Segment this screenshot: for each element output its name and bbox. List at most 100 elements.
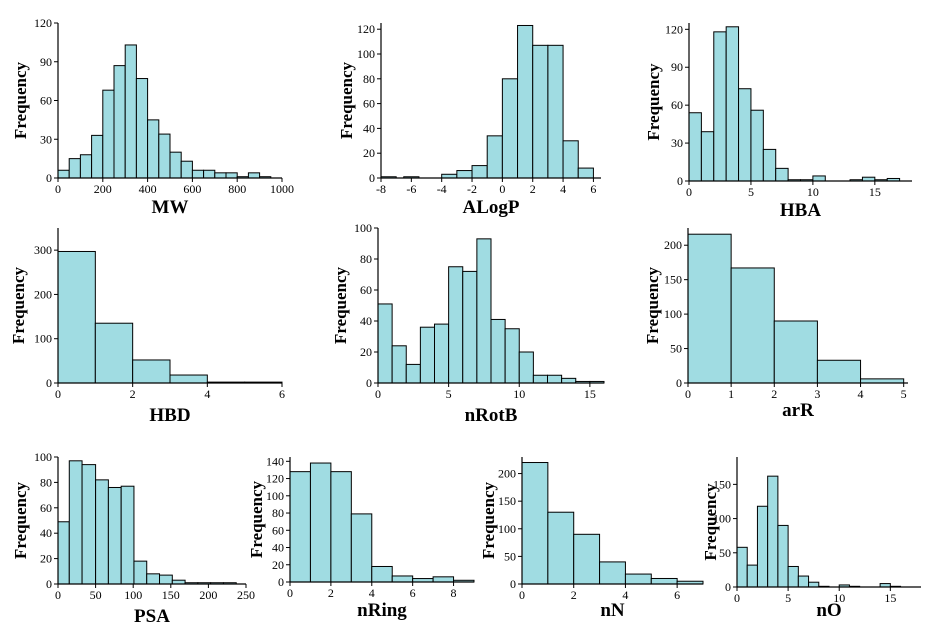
x-tick-label: 0 xyxy=(499,182,505,196)
y-tick-label: 100 xyxy=(664,307,682,321)
x-tick-label: 600 xyxy=(183,182,201,196)
x-tick-label: 0 xyxy=(55,182,61,196)
histogram-bar xyxy=(713,31,727,182)
x-tick-label: 15 xyxy=(869,185,881,199)
x-tick-label: 8 xyxy=(451,586,457,600)
x-axis-label: nRing xyxy=(357,600,407,621)
histogram-bar xyxy=(434,323,450,384)
x-tick-label: 4 xyxy=(369,586,375,600)
y-tick-label: 100 xyxy=(266,489,284,503)
histogram-bar xyxy=(797,575,810,588)
y-tick-label: 200 xyxy=(498,467,516,481)
y-tick-label: 40 xyxy=(272,541,284,555)
y-axis-label: Frequency xyxy=(337,61,356,139)
y-tick-label: 100 xyxy=(713,512,731,526)
histogram-panel-mw: 0 200 400 600 800 1000 0 30 60 90 120 MW Frequency xyxy=(11,16,294,218)
y-tick-label: 80 xyxy=(360,252,372,266)
x-tick-label: -6 xyxy=(406,182,416,196)
histogram-bar xyxy=(135,78,149,179)
x-tick-label: 4 xyxy=(204,387,210,401)
histogram-bar xyxy=(700,131,715,182)
histogram-bar xyxy=(756,505,769,588)
histogram-bar xyxy=(107,486,122,585)
histogram-bar xyxy=(725,26,740,182)
y-tick-label: 20 xyxy=(40,552,52,566)
y-tick-label: 120 xyxy=(266,472,284,486)
y-axis-label: Frequency xyxy=(247,480,266,558)
histogram-bar xyxy=(532,374,548,384)
histogram-bar xyxy=(573,533,601,585)
x-tick-label: 15 xyxy=(884,591,896,605)
histogram-bar xyxy=(624,573,652,585)
histogram-bar xyxy=(102,89,115,179)
histogram-bar xyxy=(147,119,160,179)
histogram-panel-hba: 0 5 10 15 0 30 60 90 120 HBA Frequency xyxy=(644,22,912,221)
y-tick-label: 0 xyxy=(366,376,372,390)
histogram-bar xyxy=(203,169,216,179)
x-tick-label: 6 xyxy=(410,586,416,600)
x-axis-label: HBA xyxy=(780,200,821,221)
histogram-bar xyxy=(504,328,520,384)
histogram-bar xyxy=(113,65,126,179)
histogram-bar xyxy=(767,475,779,588)
x-tick-label: 1000 xyxy=(270,182,294,196)
x-tick-label: 150 xyxy=(162,588,180,602)
histogram-bar xyxy=(476,238,492,384)
histogram-bar xyxy=(517,24,534,179)
histogram-bar xyxy=(471,165,488,179)
y-axis-label: Frequency xyxy=(701,483,720,561)
x-tick-label: 6 xyxy=(590,182,596,196)
histogram-bar xyxy=(812,175,826,182)
y-axis-label: Frequency xyxy=(9,266,28,344)
y-tick-label: 100 xyxy=(357,47,375,61)
y-axis-label: Frequency xyxy=(331,266,350,344)
histogram-bar xyxy=(518,351,534,384)
y-tick-label: 50 xyxy=(670,342,682,356)
x-axis-label: nRotB xyxy=(465,405,518,426)
histogram-bar xyxy=(57,521,70,585)
x-tick-label: 2 xyxy=(771,387,777,401)
y-axis-label: Frequency xyxy=(11,481,30,559)
y-tick-label: 60 xyxy=(363,97,375,111)
x-tick-label: 6 xyxy=(674,588,680,602)
histogram-bar xyxy=(486,135,503,179)
y-tick-label: 30 xyxy=(40,132,52,146)
histogram-bar xyxy=(777,524,789,588)
x-tick-label: 6 xyxy=(279,387,285,401)
y-tick-label: 80 xyxy=(40,475,52,489)
histogram-bar xyxy=(247,172,261,179)
x-tick-label: 10 xyxy=(807,185,819,199)
histogram-bar xyxy=(132,359,171,384)
histogram-panel-nrotb: 0 5 10 15 0 20 40 60 80 100 nRotB Frequency xyxy=(331,221,605,426)
x-tick-label: 100 xyxy=(124,588,142,602)
y-tick-label: 200 xyxy=(664,238,682,252)
histogram-bar xyxy=(808,581,820,588)
x-tick-label: 0 xyxy=(685,387,691,401)
y-tick-label: 100 xyxy=(34,450,52,464)
y-tick-label: 0 xyxy=(676,376,682,390)
histogram-bar xyxy=(169,151,182,179)
histogram-bar xyxy=(562,140,579,179)
x-tick-label: -8 xyxy=(376,182,386,196)
x-tick-label: 800 xyxy=(228,182,246,196)
x-tick-label: 0 xyxy=(734,591,740,605)
y-axis-label: Frequency xyxy=(644,63,663,141)
x-tick-label: 50 xyxy=(90,588,102,602)
histogram-bar xyxy=(577,167,594,179)
histogram-bar xyxy=(330,471,352,583)
x-tick-label: 10 xyxy=(513,387,525,401)
histogram-bar xyxy=(547,511,575,585)
histogram-bar xyxy=(289,471,311,583)
x-tick-label: 4 xyxy=(560,182,566,196)
histogram-bar xyxy=(650,577,678,585)
y-tick-label: 150 xyxy=(664,273,682,287)
histogram-bar xyxy=(762,148,777,182)
y-tick-label: 60 xyxy=(671,98,683,112)
y-tick-label: 60 xyxy=(360,283,372,297)
x-axis-label: HBD xyxy=(149,405,190,426)
histogram-bar xyxy=(738,88,752,182)
y-tick-label: 0 xyxy=(510,577,516,591)
histogram-bar xyxy=(120,485,135,585)
